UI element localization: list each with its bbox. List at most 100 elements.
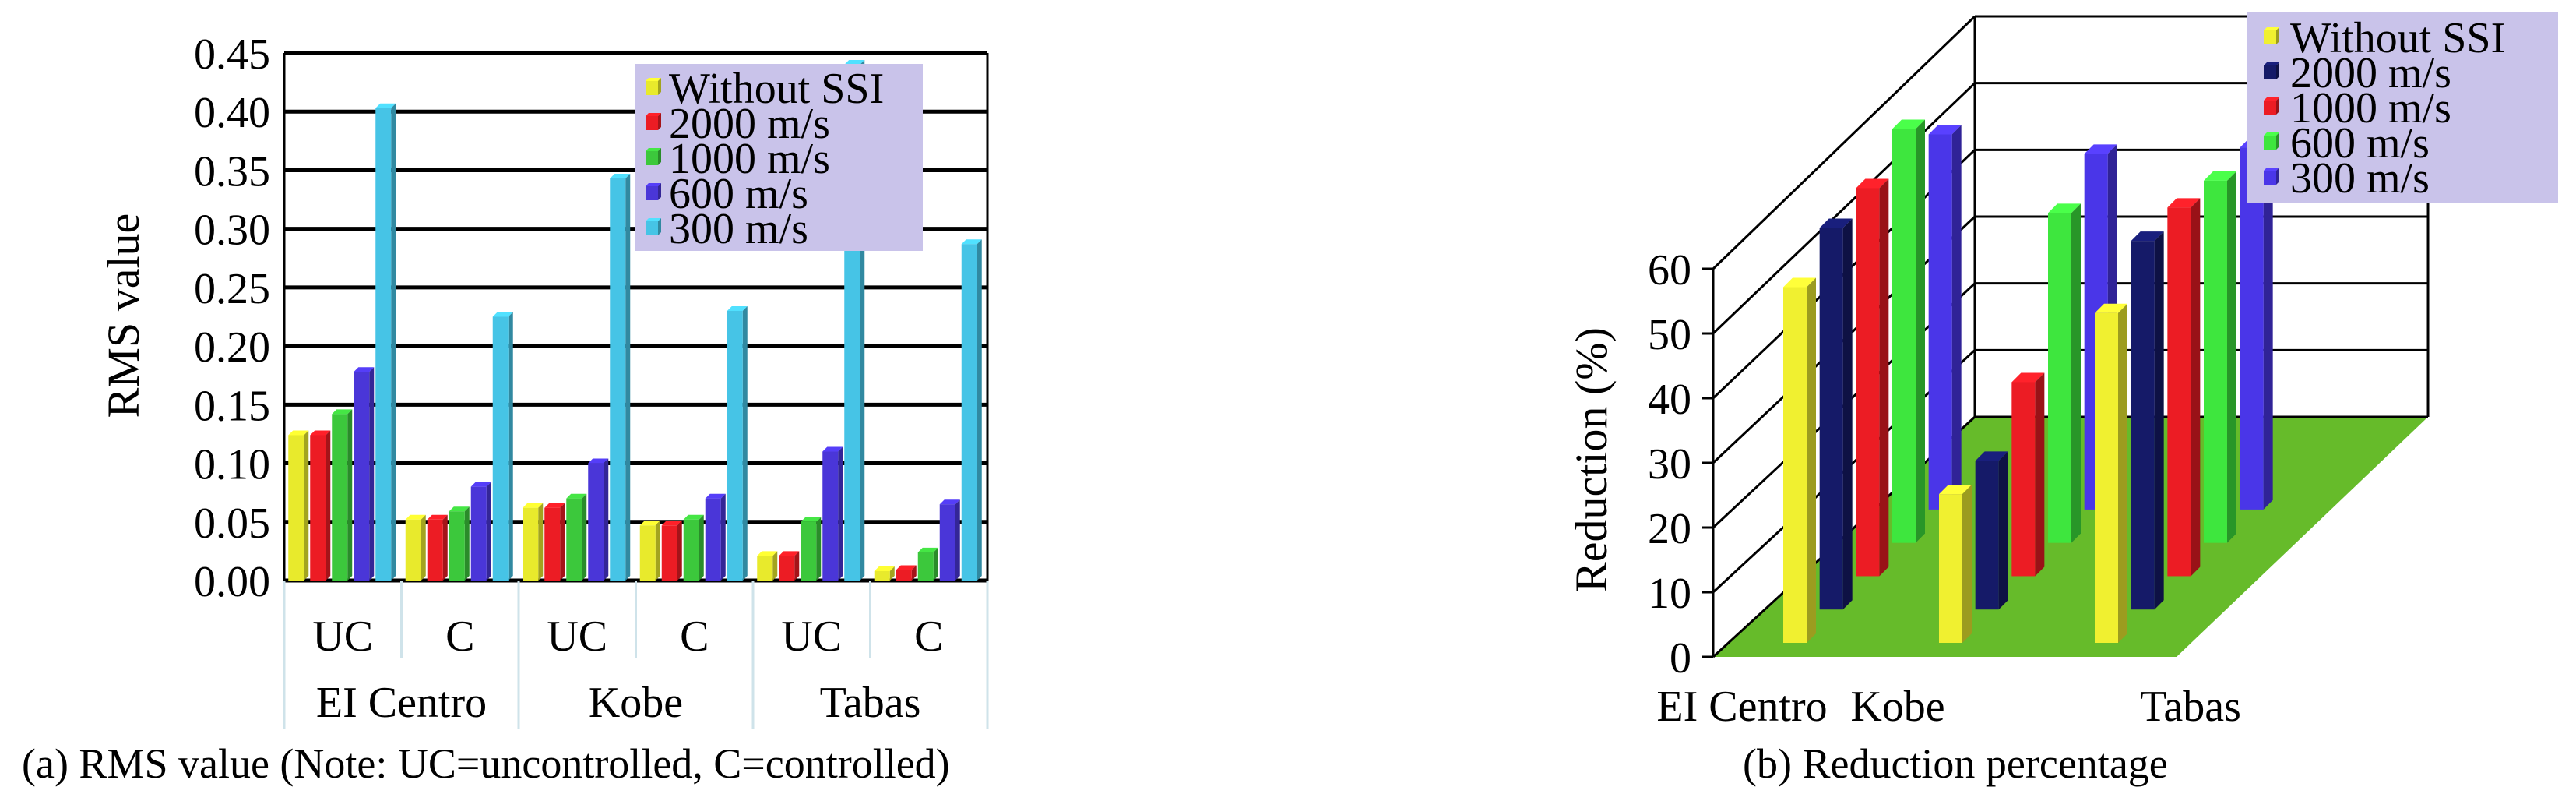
rms-bar bbox=[705, 493, 726, 581]
rms-bar bbox=[639, 521, 660, 581]
rms-bar bbox=[917, 547, 938, 581]
rms-bar bbox=[757, 551, 778, 581]
rms-y-tick-label: 0.20 bbox=[194, 323, 270, 372]
rms-bar bbox=[375, 103, 396, 581]
reduction-y-tick-label: 0 bbox=[1670, 634, 1691, 683]
reduction-y-tick-label: 50 bbox=[1648, 311, 1691, 359]
reduction-y-tick-label: 30 bbox=[1648, 440, 1691, 489]
rms-legend-item: Without SSI bbox=[646, 65, 884, 113]
rms-legend-box bbox=[635, 64, 923, 251]
rms-y-tick-label: 0.10 bbox=[194, 441, 270, 489]
reduction-y-axis-label: Reduction (%) bbox=[1566, 327, 1617, 592]
rms-y-tick-label: 0.05 bbox=[194, 499, 270, 548]
reduction-legend-item: 600 m/s bbox=[2264, 119, 2430, 168]
reduction-y-ticks: 0 10 20 30 40 50 60 bbox=[1648, 246, 1691, 683]
rms-legend-item: 1000 m/s bbox=[646, 135, 830, 183]
reduction-y-tick-label: 40 bbox=[1648, 376, 1691, 424]
reduction-y-tick-label: 10 bbox=[1648, 570, 1691, 618]
rms-bar bbox=[470, 482, 491, 581]
reduction-bar bbox=[2204, 171, 2236, 543]
rms-y-tick-label: 0.40 bbox=[194, 89, 270, 137]
reduction-x-categories: EI Centro Kobe Tabas bbox=[1656, 683, 2241, 731]
reduction-x-category-label: Kobe bbox=[1850, 683, 1944, 731]
rms-y-tick-label: 0.25 bbox=[194, 265, 270, 313]
rms-bar bbox=[427, 514, 448, 581]
rms-bar bbox=[779, 551, 800, 581]
reduction-legend-item: 1000 m/s bbox=[2264, 84, 2451, 132]
rms-legend-label: 2000 m/s bbox=[669, 100, 830, 148]
rms-bar bbox=[610, 173, 631, 581]
rms-y-tick-label: 0.45 bbox=[194, 30, 270, 79]
rms-bar bbox=[523, 503, 544, 581]
rms-bar bbox=[332, 409, 353, 581]
rms-bar bbox=[310, 430, 331, 581]
reduction-x-category-label: EI Centro bbox=[1656, 683, 1827, 731]
rms-bar bbox=[661, 521, 682, 581]
rms-bar bbox=[683, 514, 704, 581]
reduction-legend-box bbox=[2247, 12, 2558, 203]
rms-y-axis-label: RMS value bbox=[98, 213, 149, 418]
reduction-bar bbox=[1975, 451, 2008, 610]
rms-bar bbox=[354, 367, 375, 581]
reduction-legend-label: Without SSI bbox=[2290, 14, 2505, 62]
rms-bar bbox=[874, 566, 895, 581]
rms-x-category-label: C bbox=[445, 612, 474, 661]
rms-legend-item: 2000 m/s bbox=[646, 100, 830, 148]
rms-axes bbox=[283, 53, 989, 581]
rms-x-category-label: C bbox=[914, 612, 943, 661]
reduction-bar bbox=[2011, 372, 2045, 577]
reduction-bar bbox=[2131, 231, 2164, 610]
rms-group-label: Tabas bbox=[820, 679, 921, 727]
reduction-bar bbox=[1939, 485, 1972, 643]
reduction-caption: (b) Reduction percentage bbox=[1743, 740, 2168, 787]
reduction-side-gridline bbox=[1712, 15, 1976, 270]
rms-group-label: Kobe bbox=[589, 679, 683, 727]
reduction-legend-item: Without SSI bbox=[2264, 14, 2505, 62]
reduction-bar bbox=[2240, 138, 2273, 510]
rms-chart: 0.00 0.05 0.10 0.15 0.20 0.25 0.30 0.35 0.40 0.45… bbox=[22, 30, 989, 787]
rms-y-ticks: 0.00 0.05 0.10 0.15 0.20 0.25 0.30 0.35 0.40 0.45 bbox=[194, 30, 270, 606]
rms-legend-label: 300 m/s bbox=[669, 205, 808, 253]
reduction-legend-label: 600 m/s bbox=[2290, 119, 2430, 168]
reduction-y-tick-label: 60 bbox=[1648, 246, 1691, 295]
rms-x-category-label: C bbox=[680, 612, 709, 661]
reduction-side-gridline bbox=[1712, 82, 1976, 335]
reduction-legend-item: 300 m/s bbox=[2264, 154, 2430, 203]
rms-legend-item: 600 m/s bbox=[646, 170, 808, 218]
rms-legend-item: 300 m/s bbox=[646, 205, 808, 253]
reduction-bar bbox=[1856, 178, 1889, 577]
reduction-legend-item: 2000 m/s bbox=[2264, 49, 2451, 97]
rms-bar bbox=[822, 446, 843, 581]
rms-x-categories: UC C UC C UC C EI Centro Kobe Tabas bbox=[283, 581, 989, 729]
reduction-x-category-label: Tabas bbox=[2140, 683, 2241, 731]
reduction-bar bbox=[1892, 119, 1925, 543]
rms-legend-label: 1000 m/s bbox=[669, 135, 830, 183]
rms-legend-label: Without SSI bbox=[669, 65, 884, 113]
reduction-bar bbox=[1819, 218, 1853, 610]
reduction-legend-label: 300 m/s bbox=[2290, 154, 2430, 203]
reduction-bar bbox=[2095, 303, 2127, 643]
reduction-y-tick-label: 20 bbox=[1648, 505, 1691, 553]
rms-bar bbox=[801, 517, 822, 581]
rms-bar bbox=[492, 312, 513, 581]
rms-y-tick-label: 0.30 bbox=[194, 206, 270, 255]
rms-bar bbox=[727, 305, 748, 581]
reduction-legend-label: 1000 m/s bbox=[2290, 84, 2451, 132]
reduction-bar bbox=[2167, 198, 2201, 577]
rms-legend-label: 600 m/s bbox=[669, 170, 808, 218]
rms-bar bbox=[939, 499, 960, 581]
rms-y-tick-label: 0.15 bbox=[194, 382, 270, 430]
rms-bar bbox=[405, 514, 426, 581]
rms-bar bbox=[544, 503, 565, 581]
reduction-legend-label: 2000 m/s bbox=[2290, 49, 2451, 97]
rms-bar bbox=[588, 458, 609, 581]
reduction-chart: 0 10 20 30 40 50 60 Reduction (%) EI Centro Kob… bbox=[1566, 12, 2558, 787]
rms-group-label: EI Centro bbox=[316, 679, 487, 727]
reduction-bar bbox=[2048, 203, 2081, 543]
rms-bar bbox=[288, 430, 309, 581]
rms-bar bbox=[449, 506, 470, 581]
reduction-bars bbox=[1783, 119, 2273, 643]
rms-bar bbox=[961, 239, 982, 581]
rms-bar bbox=[896, 565, 917, 581]
